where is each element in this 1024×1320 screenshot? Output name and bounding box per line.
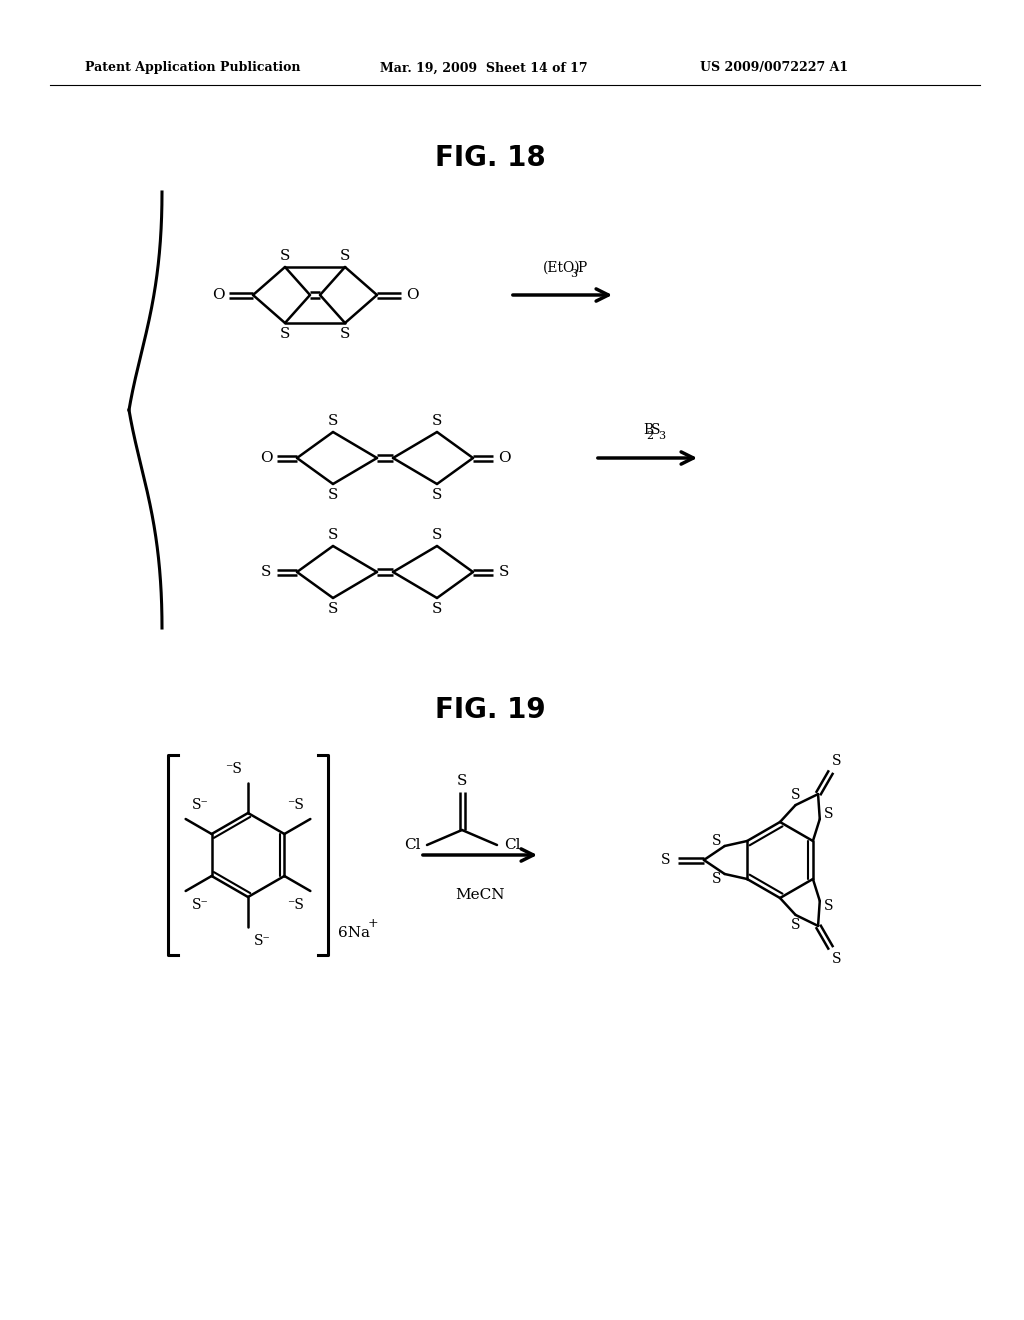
Text: S: S [432,528,442,543]
Text: 3: 3 [658,432,666,441]
Text: S: S [833,952,842,966]
Text: S: S [432,602,442,616]
Text: S: S [340,327,350,341]
Text: (EtO): (EtO) [543,261,581,275]
Text: S: S [280,249,290,263]
Text: 2: 2 [646,432,653,441]
Text: O: O [498,451,510,465]
Text: 6Na: 6Na [338,927,370,940]
Text: S: S [499,565,509,579]
Text: MeCN: MeCN [456,888,505,902]
Text: S: S [824,808,834,821]
Text: S: S [651,422,660,437]
Text: S: S [328,488,338,502]
Text: S: S [712,834,721,847]
Text: S: S [328,414,338,428]
Text: S: S [791,788,800,803]
Text: Patent Application Publication: Patent Application Publication [85,62,300,74]
Text: FIG. 19: FIG. 19 [434,696,546,723]
Text: S: S [791,917,800,932]
Text: S⁻: S⁻ [191,797,209,812]
Text: Cl: Cl [403,838,420,851]
Text: S: S [662,853,671,867]
Text: S: S [432,414,442,428]
Text: S⁻: S⁻ [254,935,270,948]
Text: S: S [457,774,467,788]
Text: B: B [643,422,653,437]
Text: FIG. 18: FIG. 18 [434,144,546,172]
Text: S: S [328,528,338,543]
Text: S: S [833,754,842,768]
Text: S: S [340,249,350,263]
Text: O: O [212,288,224,302]
Text: ⁻S: ⁻S [225,762,242,776]
Text: 3: 3 [570,269,578,279]
Text: ⁻S: ⁻S [288,797,304,812]
Text: S: S [824,899,834,912]
Text: S: S [712,873,721,886]
Text: S: S [432,488,442,502]
Text: O: O [260,451,272,465]
Text: S⁻: S⁻ [191,899,209,912]
Text: ⁻S: ⁻S [288,899,304,912]
Text: US 2009/0072227 A1: US 2009/0072227 A1 [700,62,848,74]
Text: Mar. 19, 2009  Sheet 14 of 17: Mar. 19, 2009 Sheet 14 of 17 [380,62,588,74]
Text: O: O [406,288,419,302]
Text: S: S [328,602,338,616]
Text: P: P [578,261,587,275]
Text: S: S [261,565,271,579]
Text: Cl: Cl [504,838,520,851]
Text: S: S [280,327,290,341]
Text: +: + [368,917,379,931]
